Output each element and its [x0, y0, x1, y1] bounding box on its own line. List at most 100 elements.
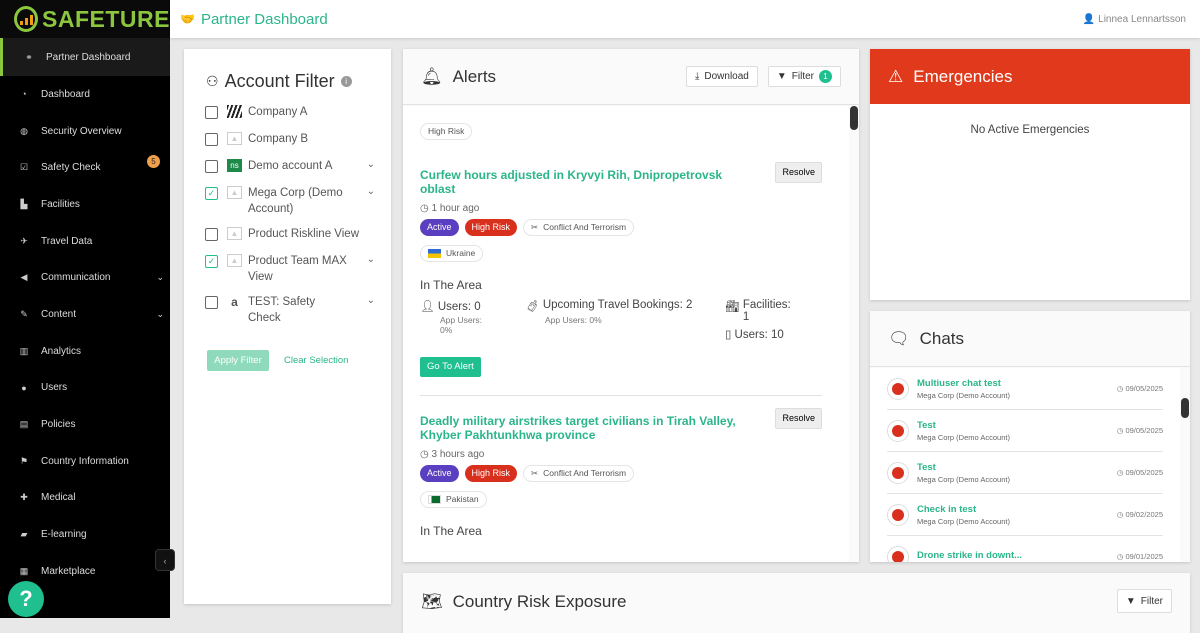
clock-icon: ◷	[1116, 510, 1124, 519]
alert-bell-icon: 🔔︎	[421, 66, 443, 86]
resolve-button[interactable]: Resolve	[775, 407, 822, 429]
download-button[interactable]: ⤓ Download	[685, 66, 758, 87]
chevron-down-icon[interactable]: ⌄	[366, 186, 375, 197]
sidebar-item-label: Policies	[41, 419, 76, 431]
chevron-down-icon: ⌄	[156, 272, 164, 283]
megaphone-icon: ◀	[20, 272, 28, 283]
building-icon: ▯	[725, 328, 732, 341]
alert-item: Deadly military airstrikes target civili…	[420, 407, 832, 538]
sidebar-item-analytics[interactable]: ▥ Analytics	[0, 333, 170, 370]
alert-title-link[interactable]: Curfew hours adjusted in Kryvyi Rih, Dni…	[420, 167, 723, 196]
plane-icon: ✈	[20, 235, 28, 246]
checkbox[interactable]	[205, 296, 218, 309]
chat-item[interactable]: Test Mega Corp (Demo Account) ◷ 09/05/2025	[887, 410, 1163, 452]
sidebar-item-dashboard[interactable]: ◔ Dashboard	[0, 76, 170, 113]
divider	[420, 394, 822, 396]
notification-badge: 5	[147, 155, 160, 169]
safeture-logo[interactable]: SAFETURE	[0, 0, 170, 38]
checkbox[interactable]	[205, 106, 218, 119]
handshake-icon: ⚭	[25, 51, 33, 62]
sidebar-item-label: Content	[41, 308, 77, 320]
resolve-button[interactable]: Resolve	[775, 161, 822, 183]
clock-icon: ◷	[1116, 384, 1124, 393]
account-option[interactable]: Company A	[205, 105, 375, 120]
sidebar-item-country-information[interactable]: ⚑ Country Information	[0, 443, 170, 480]
sidebar-item-partner-dashboard[interactable]: ⚭ Partner Dashboard	[0, 38, 170, 76]
account-option[interactable]: ▲ Product Riskline View	[205, 227, 375, 242]
alert-title-link[interactable]: Deadly military airstrikes target civili…	[420, 413, 736, 442]
user-icon: ●	[21, 382, 27, 393]
account-label: Mega Corp (Demo Account)	[248, 187, 343, 215]
country-chip: Ukraine	[446, 248, 476, 258]
country-filter-button[interactable]: ▼ Filter	[1116, 589, 1172, 613]
sidebar-item-medical[interactable]: ✚ Medical	[0, 480, 170, 517]
chat-name: Test	[917, 461, 936, 473]
account-label: Product Riskline View	[248, 228, 360, 240]
clock-icon: ◷	[420, 448, 429, 460]
checkbox[interactable]: ✓	[205, 255, 218, 268]
sidebar-item-safety-check[interactable]: ☑ Safety Check 5	[0, 149, 170, 186]
chevron-down-icon[interactable]: ⌄	[366, 254, 375, 265]
risk-badge: High Risk	[464, 218, 518, 236]
apply-filter-button[interactable]: Apply Filter	[207, 350, 269, 371]
checkbox[interactable]	[205, 133, 218, 146]
avatar	[887, 419, 909, 442]
checkbox[interactable]: ✓	[205, 187, 218, 200]
avatar	[887, 503, 909, 526]
status-badge: Active	[420, 218, 459, 236]
sidebar-item-label: Marketplace	[41, 565, 96, 577]
go-to-alert-button[interactable]: Go To Alert	[420, 356, 481, 377]
company-logo: ns	[227, 159, 242, 172]
alerts-scrollbar[interactable]	[850, 106, 858, 130]
in-area-heading: In The Area	[420, 523, 482, 538]
checkbox[interactable]	[205, 228, 218, 241]
clock-icon: ◷	[1116, 468, 1124, 477]
sidebar-item-label: Users	[41, 382, 68, 394]
gauge-icon: ◔	[21, 89, 27, 100]
clock-icon: ◷	[420, 202, 429, 214]
user-menu[interactable]: 👤 Linnea Lennartsson	[1082, 13, 1186, 25]
alert-item: Curfew hours adjusted in Kryvyi Rih, Dni…	[420, 161, 832, 377]
pakistan-flag-icon	[428, 494, 441, 504]
clock-icon: ◷	[1116, 552, 1124, 561]
collapse-sidebar-button[interactable]: ‹	[155, 549, 175, 571]
account-option[interactable]: ✓ ▲ Product Team MAX View ⌄	[205, 254, 375, 285]
sidebar-item-facilities[interactable]: ▙ Facilities	[0, 186, 170, 223]
chat-item[interactable]: Multiuser chat test Mega Corp (Demo Accou…	[887, 368, 1163, 410]
chevron-down-icon[interactable]: ⌄	[366, 159, 375, 170]
checkbox[interactable]	[205, 160, 218, 173]
sidebar-item-travel-data[interactable]: ✈ Travel Data	[0, 223, 170, 260]
status-badge: Active	[420, 464, 459, 482]
account-filter-panel: ⚇ Account Filter i Company A ▲ Company B ns De…	[184, 49, 391, 604]
chat-item[interactable]: Test Mega Corp (Demo Account) ◷ 09/05/2025	[887, 452, 1163, 494]
account-option[interactable]: ns Demo account A ⌄	[205, 159, 375, 174]
chevron-down-icon[interactable]: ⌄	[366, 295, 375, 306]
sidebar-item-communication[interactable]: ◀ Communication ⌄	[0, 259, 170, 296]
sidebar-item-label: Country Information	[41, 455, 129, 467]
chats-scrollbar[interactable]	[1181, 398, 1189, 418]
account-option[interactable]: a TEST: Safety Check ⌄	[205, 295, 375, 326]
filter-button[interactable]: ▼ Filter 1	[767, 66, 841, 87]
chat-list[interactable]: Multiuser chat test Mega Corp (Demo Accou…	[870, 368, 1180, 562]
alerts-list[interactable]: High Risk Curfew hours adjusted in Kryvy…	[403, 106, 849, 562]
graduation-icon: ▰	[20, 529, 28, 540]
chat-item[interactable]: Drone strike in downt... ◷ 09/01/2025	[887, 536, 1163, 562]
sidebar-item-users[interactable]: ● Users	[0, 370, 170, 407]
clear-selection-link[interactable]: Clear Selection	[284, 355, 349, 366]
help-button[interactable]: ?	[8, 581, 44, 617]
flag-icon: ⚑	[19, 455, 29, 466]
sidebar-item-label: Medical	[41, 492, 76, 504]
info-icon[interactable]: i	[340, 76, 352, 87]
conflict-icon: ✂	[531, 467, 539, 478]
sidebar-item-e-learning[interactable]: ▰ E-learning	[0, 516, 170, 553]
sidebar-item-security-overview[interactable]: ◍ Security Overview	[0, 113, 170, 150]
account-option[interactable]: ▲ Company B	[205, 132, 375, 147]
sidebar-item-marketplace[interactable]: ▦ Marketplace	[0, 553, 170, 590]
medkit-icon: ✚	[20, 492, 28, 503]
account-option[interactable]: ✓ ▲ Mega Corp (Demo Account) ⌄	[205, 186, 375, 217]
sidebar-item-policies[interactable]: ▤ Policies	[0, 406, 170, 443]
alerts-title: Alerts	[452, 66, 497, 86]
chat-item[interactable]: Check in test Mega Corp (Demo Account) ◷ 0…	[887, 494, 1163, 536]
sidebar-item-content[interactable]: ✎ Content ⌄	[0, 296, 170, 333]
filter-count-badge: 1	[819, 70, 832, 83]
